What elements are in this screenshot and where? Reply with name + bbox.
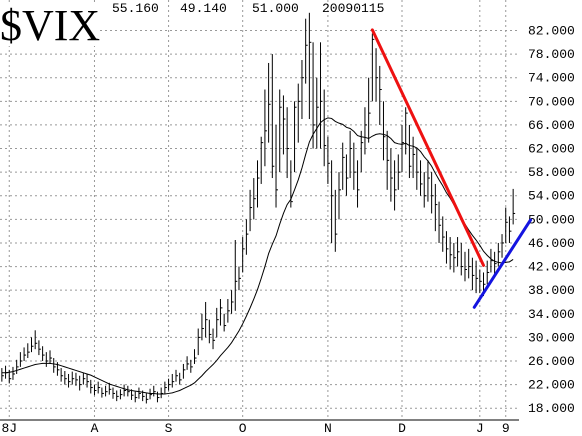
header-high: 55.160: [112, 1, 159, 16]
y-tick-label: 74.000: [528, 71, 575, 86]
trend-line: [472, 218, 533, 309]
y-tick-label: 58.000: [528, 165, 575, 180]
x-tick-label: 9: [502, 421, 510, 436]
y-tick-label: 82.000: [528, 24, 575, 39]
y-tick-label: 50.000: [528, 212, 575, 227]
header-close: 51.000: [252, 1, 299, 16]
x-tick-label: O: [239, 421, 247, 436]
y-tick-label: 46.000: [528, 236, 575, 251]
y-tick-label: 22.000: [528, 378, 575, 393]
x-tick-label: J: [476, 421, 484, 436]
x-tick-label: N: [324, 421, 332, 436]
header-date: 20090115: [322, 1, 384, 16]
y-tick-label: 54.000: [528, 189, 575, 204]
x-tick-label: 8J: [1, 421, 17, 436]
y-tick-label: 66.000: [528, 118, 575, 133]
x-tick-label: D: [398, 421, 406, 436]
y-tick-label: 34.000: [528, 307, 575, 322]
y-tick-label: 38.000: [528, 283, 575, 298]
y-tick-label: 26.000: [528, 354, 575, 369]
x-tick-label: A: [91, 421, 99, 436]
moving-average: [1, 117, 514, 395]
header-low: 49.140: [180, 1, 227, 16]
y-tick-label: 30.000: [528, 330, 575, 345]
y-tick-label: 78.000: [528, 47, 575, 62]
title-backdrop: [0, 4, 100, 46]
x-tick-label: S: [165, 421, 173, 436]
trend-line: [370, 28, 486, 267]
y-tick-label: 42.000: [528, 260, 575, 275]
y-tick-label: 62.000: [528, 142, 575, 157]
y-tick-label: 18.000: [528, 401, 575, 416]
chart-title: $VIX: [0, 1, 100, 50]
y-tick-label: 70.000: [528, 94, 575, 109]
